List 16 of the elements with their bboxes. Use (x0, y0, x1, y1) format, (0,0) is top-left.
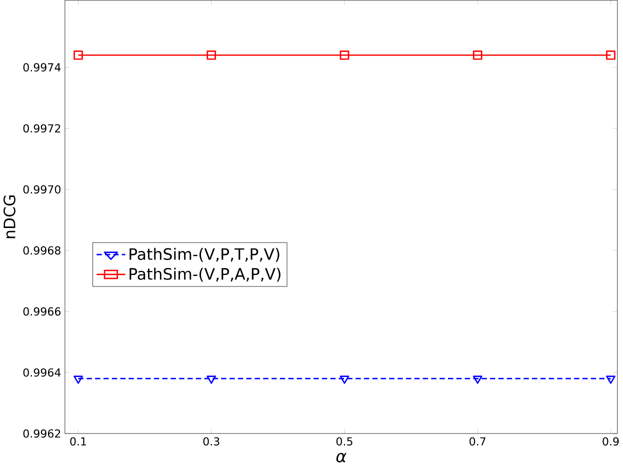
x-tick-label: 0.1 (70, 437, 86, 446)
x-axis-title: α (336, 452, 346, 462)
y-tick-label: 0.9970 (23, 185, 60, 194)
y-tick-label: 0.9974 (23, 63, 61, 72)
y-tick-label: 0.9964 (23, 368, 61, 377)
x-tick-label: 0.3 (203, 437, 220, 446)
y-tick-label: 0.9972 (23, 124, 60, 133)
legend-label: PathSim-(V,P,T,P,V) (130, 248, 280, 262)
legend-label: PathSim-(V,P,A,P,V) (130, 268, 280, 282)
y-tick-label: 0.9968 (23, 246, 60, 255)
x-tick-label: 0.7 (470, 437, 486, 446)
y-tick-label: 0.9966 (23, 307, 61, 316)
y-tick-label: 0.9962 (23, 429, 60, 438)
x-tick-label: 0.9 (602, 437, 619, 446)
x-tick-label: 0.5 (336, 437, 352, 446)
y-axis-title: nDCG (4, 196, 16, 238)
